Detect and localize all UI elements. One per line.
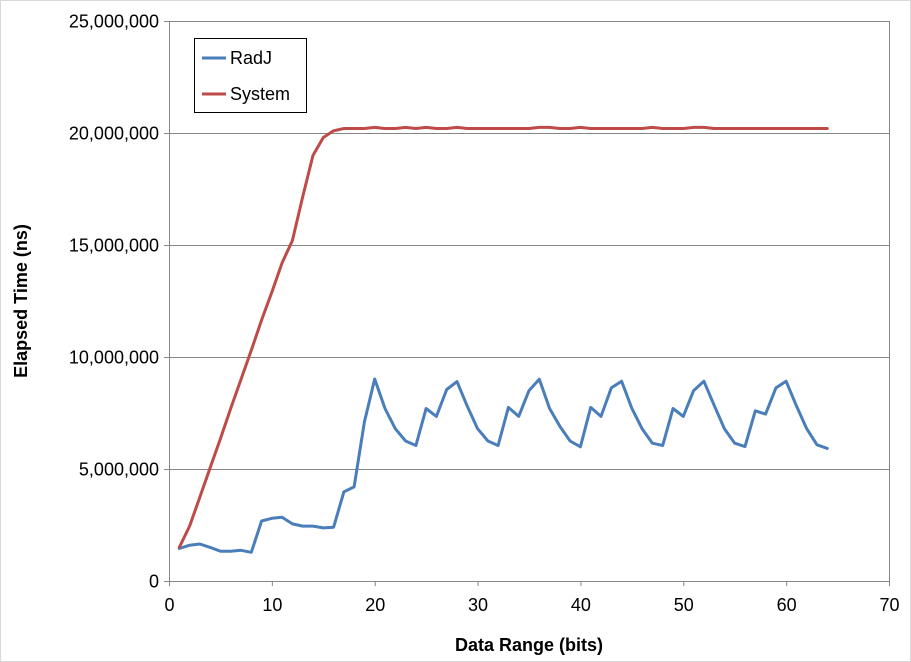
series-line-radj [177,377,829,554]
x-tick-label: 50 [674,595,694,615]
y-tick-label: 5,000,000 [79,460,159,480]
y-tick-label: 20,000,000 [69,124,159,144]
x-tick-label: 60 [777,595,797,615]
x-tick-label: 0 [164,595,174,615]
tick-labels: 0 5,000,000 10,000,000 15,000,000 20,000,000… [69,12,900,616]
legend-box [194,38,307,113]
x-tick-label: 70 [879,595,899,615]
y-axis-label: Elapsed Time (ns) [11,224,31,378]
y-tick-label: 15,000,000 [69,236,159,256]
x-axis-label: Data Range (bits) [455,635,603,655]
y-tick-label: 10,000,000 [69,348,159,368]
x-tick-label: 40 [571,595,591,615]
axes [164,21,890,586]
x-tick-label: 20 [365,595,385,615]
y-tick-label: 0 [149,572,159,592]
legend-label-radj: RadJ [230,48,272,68]
series-lines [177,125,829,554]
x-tick-label: 30 [468,595,488,615]
legend-label-system: System [230,84,290,104]
x-tick-label: 10 [262,595,282,615]
legend: RadJ System [194,38,307,113]
series-line-system [177,125,829,549]
y-tick-label: 25,000,000 [69,12,159,32]
